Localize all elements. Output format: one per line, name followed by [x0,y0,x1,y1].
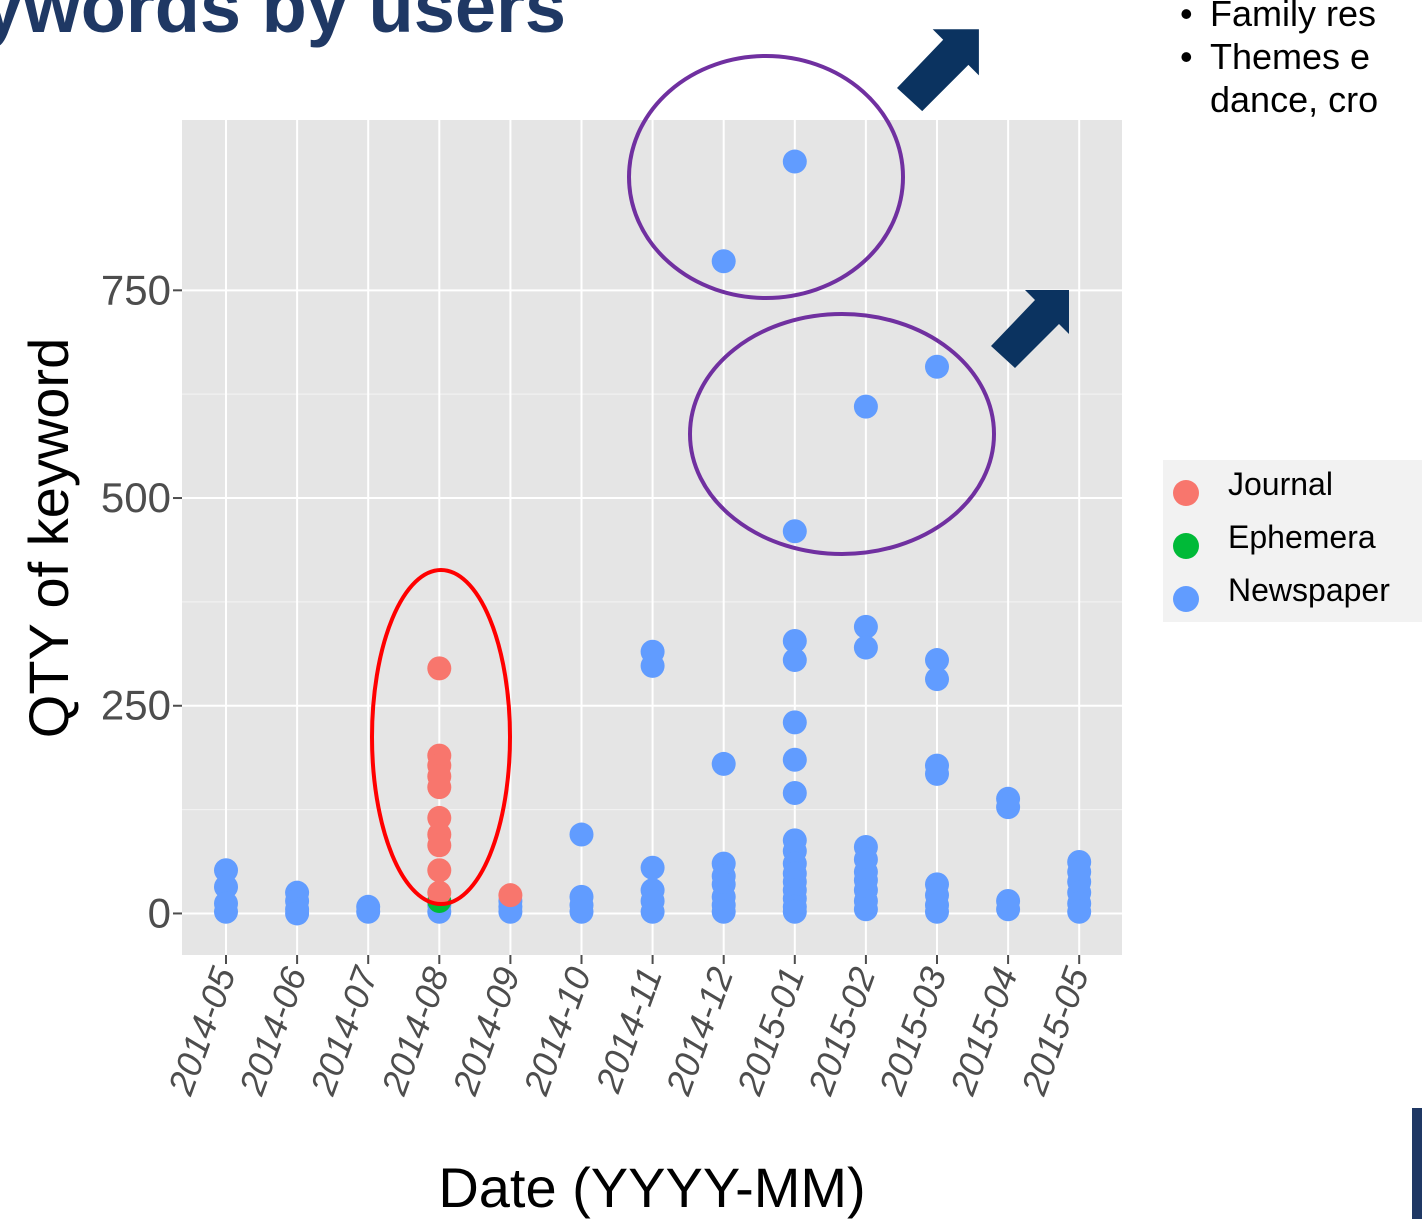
x-tick-label: 2015-02 [799,962,883,1101]
legend-item: Ephemera [1163,513,1422,566]
data-point-newspaper [285,901,310,926]
x-tick-label: 2014-10 [515,962,599,1101]
data-point-newspaper [569,899,594,924]
data-point-newspaper [925,899,949,924]
logo-bar [1412,1108,1422,1219]
arrow-icon [991,290,1069,368]
data-point-newspaper [640,855,665,880]
legend-label: Ephemera [1228,519,1376,555]
y-tick-label: 0 [148,889,171,936]
data-point-newspaper [853,897,878,922]
data-point-newspaper [640,899,665,924]
data-point-newspaper [214,899,238,924]
slide-title: ywords by users [0,0,567,48]
legend-item: Newspaper [1163,566,1422,619]
y-tick-label: 500 [101,474,171,521]
data-point-journal [427,833,452,858]
data-point-newspaper [782,899,807,924]
data-point-newspaper [1067,899,1092,924]
y-tick-label: 250 [101,682,171,729]
data-point-journal [427,858,452,883]
data-point-journal [498,883,523,908]
y-axis-label: QTY of keyword [17,338,80,738]
x-tick-label: 2015-04 [942,962,1026,1101]
data-point-newspaper [214,858,238,883]
data-point-journal [427,805,452,830]
data-point-newspaper [925,354,949,379]
y-tick-label: 750 [101,266,171,313]
x-axis-label: Date (YYYY-MM) [438,1156,865,1219]
y-axis: 0 250 500 750 [101,266,182,936]
data-point-newspaper [782,780,807,805]
bullet-text: Themes e [1210,36,1371,77]
x-tick-label: 2014-05 [159,961,243,1101]
bullet-continuation: dance, cro [1210,79,1379,120]
legend-label: Newspaper [1228,572,1390,608]
data-point-journal [427,880,452,905]
highlight-ellipse [688,312,996,556]
data-point-newspaper [782,648,807,673]
data-point-newspaper [782,628,807,653]
x-tick-label: 2014-12 [657,962,741,1101]
data-point-newspaper [711,899,736,924]
data-point-newspaper [782,519,807,544]
arrow-icon [897,29,979,112]
data-point-newspaper [356,899,381,924]
data-point-newspaper [853,394,878,419]
legend-swatch [1173,480,1199,506]
x-tick-label: 2014-06 [231,961,315,1101]
bullet-text: Family res [1210,0,1377,34]
x-tick-label: 2014-11 [587,962,670,1099]
x-tick-label: 2015-01 [728,962,812,1101]
data-point-journal [427,775,452,800]
data-point-newspaper [569,822,594,847]
x-axis: 2014-052014-062014-072014-082014-092014-… [159,955,1097,1101]
data-point-journal [427,656,452,681]
data-point-newspaper [853,614,878,639]
data-point-newspaper [996,897,1021,922]
legend: Journal Ephemera Newspaper [1163,460,1422,622]
highlight-ellipse [627,54,905,300]
x-tick-label: 2015-05 [1013,961,1097,1101]
data-point-newspaper [782,747,807,772]
data-point-newspaper [925,761,949,786]
data-point-newspaper [853,635,878,660]
legend-label: Journal [1228,466,1333,502]
data-point-newspaper [782,149,807,174]
highlight-ellipse-red [370,568,512,906]
data-point-newspaper [782,710,807,735]
data-point-newspaper [711,751,736,776]
x-tick-label: 2015-03 [870,962,954,1101]
legend-swatch [1173,586,1199,612]
data-points [214,149,1092,926]
data-point-newspaper [214,874,238,899]
x-tick-label: 2014-08 [373,962,457,1101]
data-point-newspaper [996,795,1021,820]
data-point-newspaper [711,249,736,274]
x-tick-label: 2014-07 [302,960,387,1101]
legend-item: Journal [1163,460,1422,513]
data-point-newspaper [498,899,523,924]
annotations [370,29,1069,906]
data-point-newspaper [925,648,949,673]
data-point-newspaper [925,667,949,692]
legend-swatch [1173,533,1199,559]
data-point-newspaper [640,653,665,678]
x-tick-label: 2014-09 [444,962,528,1101]
bullet-item: Family res [1180,0,1422,35]
